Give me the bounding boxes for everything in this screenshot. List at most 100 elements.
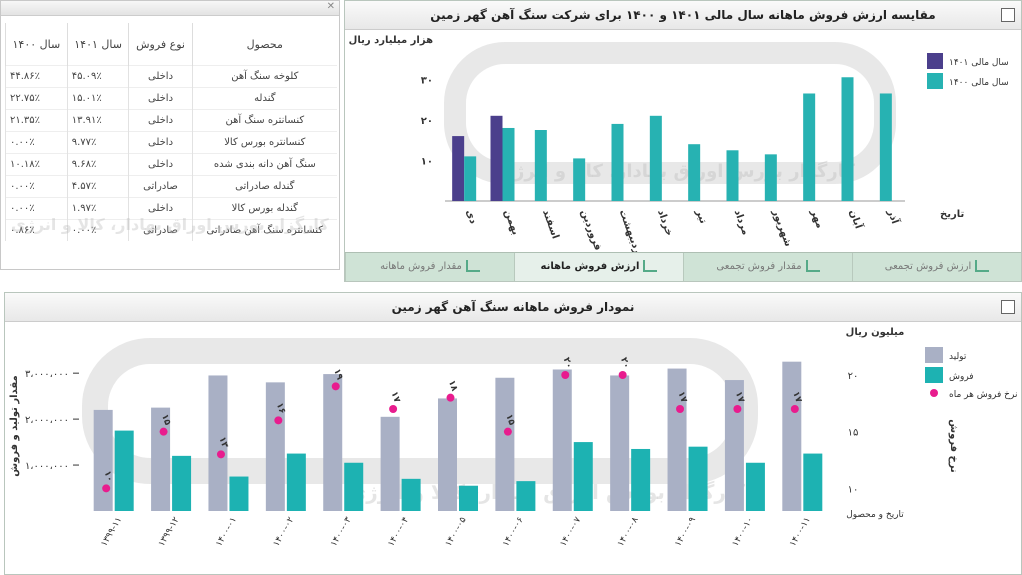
bar-sales: [286, 453, 306, 511]
bar-production: [265, 382, 285, 511]
rate-point: [446, 393, 455, 402]
tab-0[interactable]: مقدار فروش ماهانه: [345, 253, 514, 281]
bar-production: [208, 375, 228, 511]
close-icon[interactable]: ✕: [326, 1, 335, 12]
table-row[interactable]: کنسانتره بورس کالا داخلی ۹.۷۷٪ ۰.۰۰٪: [5, 131, 337, 154]
rate-point: [102, 484, 111, 493]
table-row[interactable]: گندله بورس کالا داخلی ۱.۹۷٪ ۰.۰۰٪: [5, 197, 337, 220]
sales-share-table: محصول نوع فروش سال ۱۴۰۱ سال ۱۴۰۰ کلوخه سنگ …: [5, 23, 337, 241]
bar-sales: [114, 430, 134, 511]
bar-sales: [344, 462, 364, 511]
x-tick-label: آذر: [885, 207, 903, 226]
rate-data-label: ۱۹: [331, 368, 344, 382]
rate-point: [389, 405, 398, 413]
x-tick-label: ۱۴۰۰-۰۱: [214, 516, 239, 549]
bar-sales: [229, 476, 249, 511]
column-header[interactable]: سال ۱۴۰۰: [5, 23, 68, 66]
y-tick-label: ۲۰: [421, 116, 433, 127]
tab-label: مقدار فروش ماهانه: [380, 261, 462, 272]
x-tick-label: ۱۴۰۰-۰۶: [501, 515, 526, 548]
rate-data-label: ۲۰: [561, 356, 574, 370]
bar-sales: [803, 453, 823, 511]
rate-point: [503, 427, 512, 436]
rate-point: [676, 405, 685, 413]
bar-production: [782, 361, 802, 511]
table-row[interactable]: گندله داخلی ۱۵.۰۱٪ ۲۲.۷۵٪: [5, 87, 337, 110]
table-cell: سنگ آهن دانه بندی شده: [191, 153, 337, 176]
print-icon[interactable]: [1001, 300, 1015, 314]
column-header[interactable]: محصول: [191, 23, 337, 66]
bar-sales: [401, 478, 421, 511]
rate-point: [561, 371, 570, 379]
x-tick-label: ۱۴۰۰-۰۵: [444, 515, 469, 548]
x-tick-label: ۱۴۰۰-۰۴: [386, 515, 411, 548]
bar-production: [93, 409, 113, 511]
watermark-text: کارگزار بورس اوراق بهادار، کالا و انرژی: [498, 160, 856, 182]
bar-1400: [879, 93, 892, 201]
table-cell: ۹.۶۸٪: [66, 153, 129, 176]
table-row[interactable]: کلوخه سنگ آهن داخلی ۴۵.۰۹٪ ۴۴.۸۶٪: [5, 65, 337, 88]
rate-point: [159, 427, 168, 436]
y-axis-label: هزار میلیارد ریال: [349, 35, 433, 46]
rate-point: [790, 405, 799, 413]
table-cell: ۹.۷۷٪: [66, 131, 129, 154]
table-cell: داخلی: [128, 197, 193, 220]
bar-production: [495, 377, 515, 511]
x-tick-label: مرداد: [732, 208, 751, 236]
bar-sales: [573, 442, 593, 511]
rate-data-label: ۱۷: [790, 390, 803, 404]
bar-production: [610, 375, 630, 511]
rate-point: [733, 405, 742, 413]
column-header[interactable]: سال ۱۴۰۱: [66, 23, 129, 66]
bar-production: [380, 416, 400, 511]
column-header[interactable]: نوع فروش: [128, 23, 193, 66]
tab-2[interactable]: مقدار فروش تجمعی: [683, 253, 852, 281]
monthly-sales-value-panel: مقایسه ارزش فروش ماهانه سال مالی ۱۴۰۱ و …: [344, 0, 1022, 282]
x-tick-label: اردیبهشت: [617, 208, 644, 255]
tab-3[interactable]: ارزش فروش تجمعی: [852, 253, 1021, 281]
tab-1[interactable]: ارزش فروش ماهانه: [514, 253, 683, 281]
legend-swatch: [930, 389, 938, 397]
bar-production: [667, 368, 687, 511]
table-cell: ۰.۰۰٪: [5, 197, 68, 220]
chart-title-text: نمودار فروش ماهانه سنگ آهن گهر زمین: [391, 300, 635, 314]
table-cell: گندله صادراتی: [191, 175, 337, 198]
bar-production: [552, 369, 572, 511]
table-cell: ۴۴.۸۶٪: [5, 65, 68, 88]
table-cell: کنسانتره سنگ آهن صادراتی: [191, 219, 337, 241]
monthly-production-panel: نمودار فروش ماهانه سنگ آهن گهر زمین کارگ…: [4, 292, 1022, 575]
y-axis-label: مقدار تولید و فروش: [9, 375, 20, 476]
legend-label: تولید: [949, 352, 967, 362]
table-row[interactable]: سنگ آهن دانه بندی شده داخلی ۹.۶۸٪ ۱۰.۱۸٪: [5, 153, 337, 176]
x-tick-label: خرداد: [655, 208, 675, 237]
bar-sales: [172, 455, 192, 511]
bar-1400: [803, 93, 816, 201]
table-row[interactable]: گندله صادراتی صادراتی ۴.۵۷٪ ۰.۰۰٪: [5, 175, 337, 198]
table-cell: ۱۳.۹۱٪: [66, 109, 129, 132]
x-tick-label: ۱۳۹۹-۱۱: [99, 516, 124, 549]
table-cell: گندله: [191, 87, 337, 110]
legend-swatch: [927, 73, 943, 89]
table-row[interactable]: کنسانتره سنگ آهن داخلی ۱۳.۹۱٪ ۲۱.۳۵٪: [5, 109, 337, 132]
x-tick-label: ۱۴۰۰-۱۱: [788, 516, 813, 549]
x-tick-label: مهر: [808, 207, 825, 230]
table-header-row: محصول نوع فروش سال ۱۴۰۱ سال ۱۴۰۰: [5, 23, 337, 66]
chart-title: مقایسه ارزش فروش ماهانه سال مالی ۱۴۰۱ و …: [345, 1, 1021, 30]
y2-axis-label: نرخ فروش: [948, 419, 959, 472]
bar-1400: [534, 130, 547, 201]
bar-1400: [649, 115, 662, 201]
bar-production: [323, 374, 343, 511]
chart-icon: [805, 260, 820, 272]
table-cell: ۲۲.۷۵٪: [5, 87, 68, 110]
x-tick-label: تیر: [693, 207, 709, 225]
table-row[interactable]: کنسانتره سنگ آهن صادراتی صادراتی ۰.۰۰٪ ۰.۸۶…: [5, 219, 337, 241]
table-header-bar: ✕: [1, 1, 339, 16]
legend-swatch: [927, 53, 943, 69]
table-cell: داخلی: [128, 65, 193, 88]
bar-sales: [688, 446, 708, 511]
rate-point: [216, 450, 225, 459]
table-cell: داخلی: [128, 109, 193, 132]
print-icon[interactable]: [1001, 8, 1015, 22]
tab-label: ارزش فروش ماهانه: [540, 261, 640, 272]
bar-1400: [764, 154, 777, 201]
